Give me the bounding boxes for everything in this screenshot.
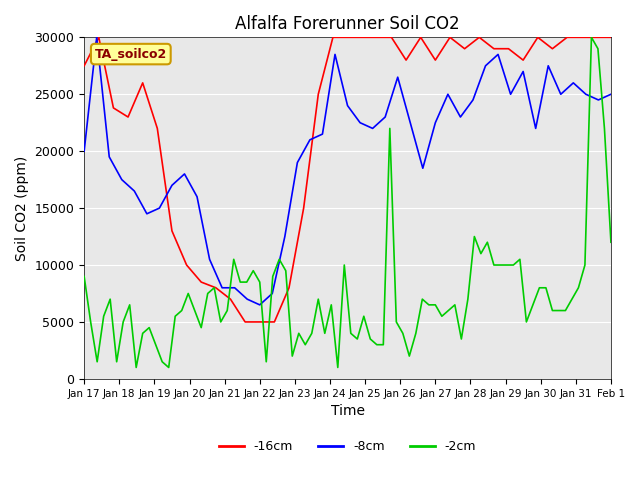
Legend: -16cm, -8cm, -2cm: -16cm, -8cm, -2cm: [214, 435, 481, 458]
Text: TA_soilco2: TA_soilco2: [95, 48, 167, 60]
X-axis label: Time: Time: [330, 404, 365, 418]
Y-axis label: Soil CO2 (ppm): Soil CO2 (ppm): [15, 156, 29, 261]
Title: Alfalfa Forerunner Soil CO2: Alfalfa Forerunner Soil CO2: [236, 15, 460, 33]
